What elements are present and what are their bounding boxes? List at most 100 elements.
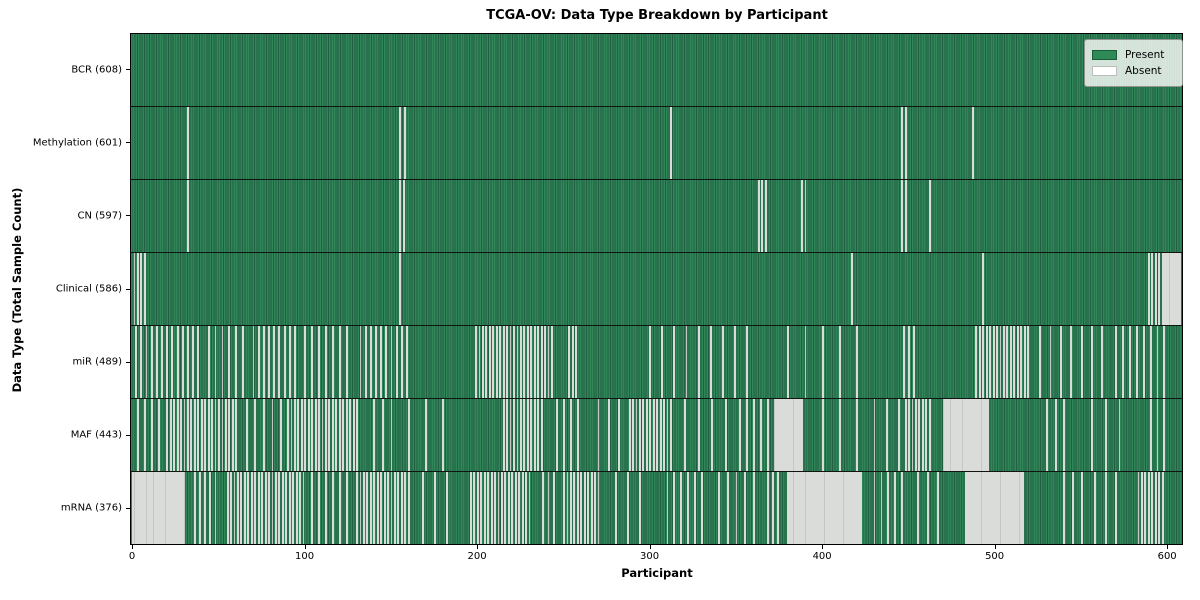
absent-stripe <box>299 472 302 544</box>
absent-stripe <box>157 472 160 544</box>
absent-stripe <box>970 399 973 471</box>
absent-stripe <box>293 399 296 471</box>
heat-row-Clinical <box>131 252 1182 325</box>
absent-stripe <box>176 326 179 398</box>
absent-stripe <box>242 326 245 398</box>
absent-stripe <box>228 326 231 398</box>
absent-stripe <box>211 399 214 471</box>
absent-stripe <box>504 472 507 544</box>
absent-stripe <box>1049 326 1052 398</box>
absent-stripe <box>982 253 985 325</box>
absent-stripe <box>904 107 907 179</box>
absent-stripe <box>733 326 736 398</box>
absent-stripe <box>901 180 904 252</box>
absent-stripe <box>1009 326 1012 398</box>
absent-stripe <box>799 399 802 471</box>
legend: Present Absent <box>1084 39 1183 87</box>
absent-stripe <box>547 326 550 398</box>
absent-stripe <box>901 472 904 544</box>
absent-stripe <box>649 326 652 398</box>
absent-stripe <box>918 399 921 471</box>
absent-stripe <box>985 472 988 544</box>
absent-stripe <box>214 399 217 471</box>
absent-stripe <box>1090 399 1093 471</box>
absent-stripe <box>632 399 634 471</box>
absent-stripe <box>207 326 210 398</box>
absent-stripe <box>383 472 386 544</box>
absent-stripe <box>385 326 388 398</box>
absent-stripe <box>162 472 165 544</box>
absent-stripe <box>1013 472 1016 544</box>
absent-stripe <box>984 399 986 471</box>
absent-stripe <box>568 326 571 398</box>
absent-stripe <box>174 472 177 544</box>
absent-stripe <box>963 399 966 471</box>
absent-stripe <box>492 326 495 398</box>
absent-stripe <box>937 472 940 544</box>
absent-stripe <box>759 399 762 471</box>
absent-stripe <box>307 399 310 471</box>
absent-stripe <box>594 472 597 544</box>
absent-stripe <box>380 326 383 398</box>
absent-stripe <box>245 399 248 471</box>
absent-stripe <box>519 399 522 471</box>
absent-stripe <box>331 399 334 471</box>
absent-stripe <box>381 399 384 471</box>
absent-stripe <box>150 472 153 544</box>
absent-stripe <box>1080 472 1083 544</box>
absent-stripe <box>278 472 281 544</box>
absent-stripe <box>373 399 376 471</box>
absent-stripe <box>356 472 358 544</box>
absent-stripe <box>136 472 139 544</box>
absent-stripe <box>399 253 402 325</box>
absent-stripe <box>1063 472 1066 544</box>
absent-stripe <box>982 472 985 544</box>
absent-stripe <box>369 472 372 544</box>
absent-stripe <box>530 326 533 398</box>
absent-stripe <box>140 472 143 544</box>
absent-stripe <box>973 399 976 471</box>
absent-stripe <box>949 399 952 471</box>
absent-stripe <box>802 472 805 544</box>
absent-stripe <box>928 399 931 471</box>
absent-stripe <box>1147 253 1150 325</box>
absent-stripe <box>795 399 798 471</box>
absent-stripe <box>544 326 546 398</box>
x-tick-mark <box>477 545 479 549</box>
absent-stripe <box>552 472 555 544</box>
absent-stripe <box>133 253 136 325</box>
absent-stripe <box>685 326 688 398</box>
absent-stripe <box>830 472 833 544</box>
absent-stripe <box>300 399 303 471</box>
absent-stripe <box>761 180 764 252</box>
absent-stripe <box>1163 326 1166 398</box>
absent-stripe <box>661 326 664 398</box>
absent-stripe <box>1020 472 1023 544</box>
absent-stripe <box>816 472 819 544</box>
absent-stripe <box>168 472 170 544</box>
absent-stripe <box>138 472 141 544</box>
absent-stripe <box>1006 472 1009 544</box>
absent-stripe <box>345 472 348 544</box>
absent-stripe <box>1016 326 1019 398</box>
x-tick-mark <box>1167 545 1169 549</box>
absent-stripe <box>1154 253 1157 325</box>
absent-stripe <box>814 472 817 544</box>
absent-stripe <box>271 472 274 544</box>
absent-stripe <box>268 326 270 398</box>
absent-stripe <box>1094 472 1097 544</box>
absent-stripe <box>173 399 176 471</box>
absent-stripe <box>526 326 529 398</box>
absent-stripe <box>858 472 860 544</box>
absent-stripe <box>628 399 631 471</box>
absent-stripe <box>150 326 153 398</box>
absent-stripe <box>1009 472 1012 544</box>
absent-stripe <box>970 472 973 544</box>
absent-stripe <box>311 399 314 471</box>
absent-stripe <box>744 472 747 544</box>
absent-stripe <box>397 472 400 544</box>
absent-stripe <box>164 472 167 544</box>
absent-stripe <box>978 472 981 544</box>
absent-stripe <box>328 399 331 471</box>
chart-title: TCGA-OV: Data Type Breakdown by Particip… <box>486 8 828 23</box>
